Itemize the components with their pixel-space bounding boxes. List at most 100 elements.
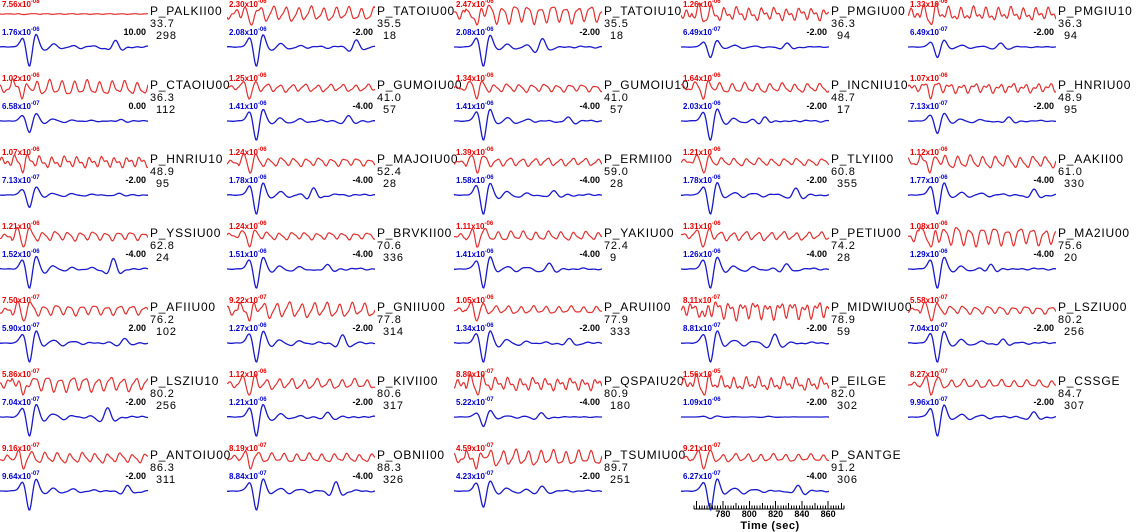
distance-label: 35.5 [604,18,629,30]
observed-trace [227,301,375,322]
azimuth-label: 326 [383,474,404,486]
observed-trace [681,2,829,23]
distance-label: 80.9 [604,388,629,400]
azimuth-label: 336 [383,252,404,264]
station-name: P_EILGE [831,374,887,388]
time-shift-label: -4.00 [352,249,373,259]
station-cell: 1.33x10-06 6.49x10-07 -2.00 P_PMGIU10 36.3 94 [908,0,1135,74]
distance-label: 77.9 [604,314,629,326]
observed-trace [681,154,829,174]
observed-amplitude-label: 1.12x10-06 [229,369,267,379]
observed-amplitude-label: 4.59x10-07 [456,443,494,453]
synthetic-trace [681,108,829,141]
observed-trace [454,227,602,248]
station-cell: 1.21x10-06 1.52x10-06 -4.00 P_YSSIU00 62.8 24 [0,221,227,296]
synthetic-trace [681,39,829,59]
distance-label: 75.6 [1058,240,1083,252]
azimuth-label: 306 [837,474,858,486]
synthetic-trace [0,403,148,437]
station-cell: 7.50x10-07 5.90x10-07 2.00 P_AFIIU00 76.2 102 [0,295,227,370]
observed-amplitude-label: 1.31x10-06 [683,221,721,231]
time-shift-label: -2.00 [806,175,827,185]
synthetic-amplitude-label: 1.58x10-06 [456,175,494,185]
synthetic-trace [908,112,1056,135]
observed-trace [908,82,1056,100]
distance-label: 52.4 [377,166,402,178]
synthetic-amplitude-label: 1.76x10-06 [2,27,40,37]
azimuth-label: 311 [156,474,176,486]
time-axis-title: Time (sec) [740,520,800,532]
station-name: P_KIVII00 [377,374,439,388]
time-shift-label: -4.00 [806,249,827,259]
station-name: P_INCNIU10 [831,78,909,92]
distance-label: 80.6 [377,388,402,400]
time-shift-label: -2.00 [579,27,600,37]
synthetic-amplitude-label: 7.13x10-07 [2,175,40,185]
synthetic-amplitude-label: 8.84x10-07 [229,471,267,481]
station-name: P_HNRIU10 [150,152,224,166]
station-name: P_PETIU00 [831,226,902,240]
station-cell: 1.11x10-06 1.41x10-06 -4.00 P_YAKIU00 72.4 9 [454,221,681,296]
azimuth-label: 307 [1064,400,1085,412]
synthetic-trace [454,34,602,67]
station-name: P_MAJOIU00 [377,152,459,166]
time-shift-label: -2.00 [1033,397,1054,407]
time-shift-label: -4.00 [579,101,600,111]
synthetic-trace [454,256,602,289]
synthetic-trace [908,256,1056,289]
synthetic-amplitude-label: 1.29x10-06 [910,249,948,259]
time-shift-label: -4.00 [352,101,373,111]
synthetic-trace [454,182,602,215]
azimuth-label: 18 [383,30,397,42]
time-shift-label: -4.00 [579,397,600,407]
synthetic-trace [227,256,375,289]
observed-amplitude-label: 1.07x10-06 [2,147,40,157]
azimuth-label: 28 [610,178,624,190]
synthetic-amplitude-label: 2.03x10-06 [683,101,721,111]
distance-label: 88.3 [377,462,402,474]
observed-amplitude-label: 1.08x10-06 [910,221,948,231]
azimuth-label: 9 [610,252,617,264]
distance-label: 80.2 [1058,314,1083,326]
station-name: P_GUMOIU10 [604,78,690,92]
observed-trace [0,153,148,174]
observed-amplitude-label: 1.25x10-06 [229,73,267,83]
distance-label: 35.5 [377,18,402,30]
synthetic-amplitude-label: 1.41x10-06 [456,101,494,111]
observed-trace [0,300,148,322]
synthetic-amplitude-label: 1.78x10-06 [683,175,721,185]
station-cell: 1.31x10-06 1.26x10-06 -4.00 P_PETIU00 74.2 28 [681,221,908,296]
station-name: P_YSSIU00 [150,226,222,240]
observed-trace [227,373,375,396]
station-name: P_CTAOIU00 [150,78,231,92]
observed-trace [227,153,375,174]
observed-trace [454,301,602,322]
synthetic-trace [681,330,829,363]
azimuth-label: 317 [383,400,404,412]
synthetic-trace [0,186,148,209]
azimuth-label: 95 [1064,104,1078,116]
observed-trace [0,78,148,100]
time-shift-label: -2.00 [1033,27,1054,37]
time-shift-label: -2.00 [352,27,373,37]
station-cell: 2.30x10-06 2.08x10-06 -2.00 P_TATOIU00 35.5 1… [227,0,454,74]
time-shift-label: 10.00 [123,27,146,37]
station-cell: 1.25x10-06 1.41x10-06 -4.00 P_GUMOIU00 41.0 5… [227,73,462,148]
station-cell: 1.56x10-05 1.09x10-06 -2.00 P_EILGE 82.0 302 [681,369,908,444]
distance-label: 36.3 [150,92,175,104]
azimuth-label: 302 [837,400,858,412]
synthetic-amplitude-label: 6.49x10-07 [683,27,721,37]
time-shift-label: -2.00 [125,175,146,185]
distance-label: 82.0 [831,388,856,400]
observed-amplitude-label: 8.27x10-07 [910,369,948,379]
observed-trace [227,5,375,26]
observed-trace [908,301,1056,322]
distance-label: 48.9 [1058,92,1083,104]
observed-amplitude-label: 1.24x10-06 [229,221,267,231]
synthetic-amplitude-label: 9.96x10-07 [910,397,948,407]
observed-trace [681,227,829,248]
synthetic-amplitude-label: 2.08x10-06 [456,27,494,37]
synthetic-trace [454,409,602,428]
observed-trace [227,450,375,470]
synthetic-amplitude-label: 7.04x10-07 [910,323,948,333]
